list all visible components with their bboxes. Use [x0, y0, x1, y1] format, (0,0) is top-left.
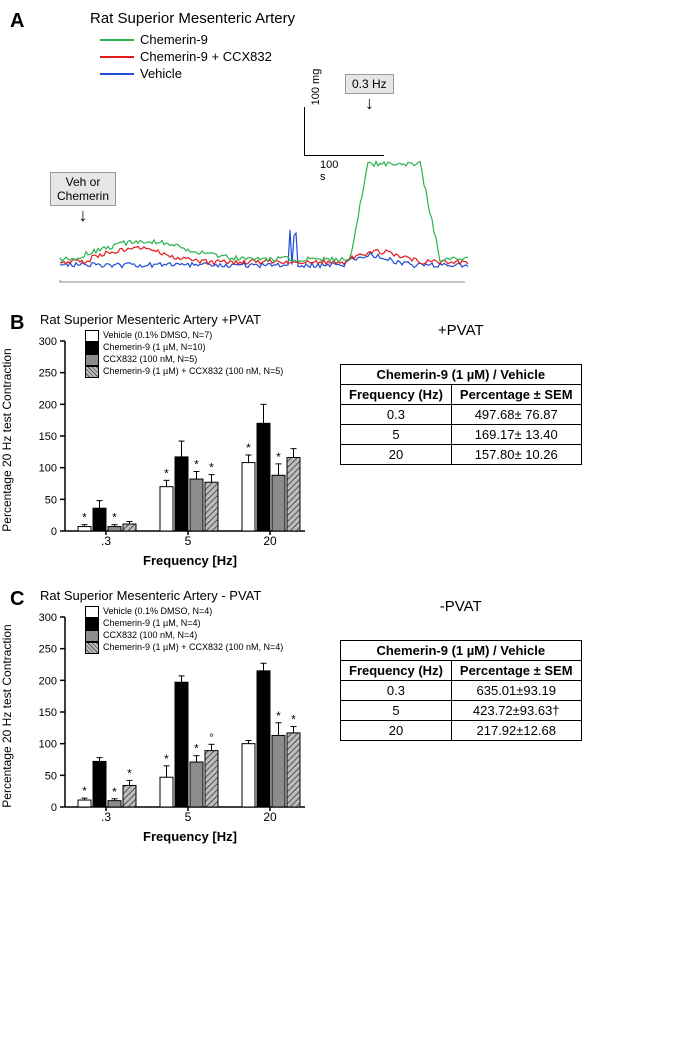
trace-area: Chemerin-9 Chemerin-9 + CCX832 Vehicle 1… [50, 32, 470, 292]
svg-text:250: 250 [39, 368, 57, 380]
svg-text:*: * [291, 713, 296, 727]
panel-c: C Rat Superior Mesenteric Artery - PVAT … [10, 588, 666, 844]
chart-c-ylabel: Percentage 20 Hz test Contraction [0, 616, 14, 816]
svg-text:*: * [82, 511, 87, 525]
svg-text:*: * [112, 511, 117, 525]
chart-b-wrap: Rat Superior Mesenteric Artery +PVAT Per… [10, 312, 320, 568]
svg-text:50: 50 [45, 494, 57, 506]
svg-text:150: 150 [39, 431, 57, 443]
svg-text:0: 0 [51, 526, 57, 538]
svg-text:*: * [127, 766, 132, 780]
svg-text:*: * [194, 742, 199, 756]
chart-b-legend: Vehicle (0.1% DMSO, N=7)Chemerin-9 (1 µM… [85, 330, 283, 378]
svg-text:*: * [82, 784, 87, 798]
chart-b-title: Rat Superior Mesenteric Artery +PVAT [40, 312, 320, 327]
svg-text:*: * [246, 441, 251, 455]
panel-a-label: A [10, 10, 24, 33]
svg-text:*: * [194, 457, 199, 471]
chart-b-ylabel: Percentage 20 Hz test Contraction [0, 340, 14, 540]
svg-text:5: 5 [185, 810, 192, 824]
table-c-title: -PVAT [340, 598, 582, 615]
chart-b-xlabel: Frequency [Hz] [60, 553, 320, 568]
chart-c-xlabel: Frequency [Hz] [60, 829, 320, 844]
svg-text:250: 250 [39, 644, 57, 656]
svg-text:5: 5 [185, 534, 192, 548]
svg-text:20: 20 [263, 534, 277, 548]
svg-text:300: 300 [39, 336, 57, 348]
svg-text:*: * [276, 709, 281, 723]
trace-svg [50, 32, 470, 292]
chart-c-title: Rat Superior Mesenteric Artery - PVAT [40, 588, 320, 603]
chart-c-wrap: Rat Superior Mesenteric Artery - PVAT Pe… [10, 588, 320, 844]
svg-text:.3: .3 [101, 534, 111, 548]
panel-b: B Rat Superior Mesenteric Artery +PVAT P… [10, 312, 666, 568]
svg-text:*: * [209, 461, 214, 475]
svg-text:*: * [276, 450, 281, 464]
table-b-wrap: +PVAT Chemerin-9 (1 µM) / VehicleFrequen… [340, 312, 582, 465]
svg-text:300: 300 [39, 612, 57, 624]
svg-text:0: 0 [51, 802, 57, 814]
svg-text:200: 200 [39, 675, 57, 687]
table-c: Chemerin-9 (1 µM) / VehicleFrequency (Hz… [340, 640, 582, 741]
svg-text:20: 20 [263, 810, 277, 824]
svg-text:50: 50 [45, 770, 57, 782]
chart-c-legend: Vehicle (0.1% DMSO, N=4)Chemerin-9 (1 µM… [85, 606, 283, 654]
table-b-title: +PVAT [340, 322, 582, 339]
svg-text:*: * [112, 785, 117, 799]
svg-text:100: 100 [39, 739, 57, 751]
panel-a: A Rat Superior Mesenteric Artery Chemeri… [10, 10, 666, 292]
svg-text:200: 200 [39, 399, 57, 411]
svg-text:°: ° [209, 730, 214, 744]
svg-text:.3: .3 [101, 810, 111, 824]
table-c-wrap: -PVAT Chemerin-9 (1 µM) / VehicleFrequen… [340, 588, 582, 741]
svg-text:150: 150 [39, 707, 57, 719]
svg-text:100: 100 [39, 463, 57, 475]
panel-a-title: Rat Superior Mesenteric Artery [90, 10, 666, 27]
table-b: Chemerin-9 (1 µM) / VehicleFrequency (Hz… [340, 364, 582, 465]
svg-text:*: * [164, 752, 169, 766]
svg-text:*: * [164, 466, 169, 480]
